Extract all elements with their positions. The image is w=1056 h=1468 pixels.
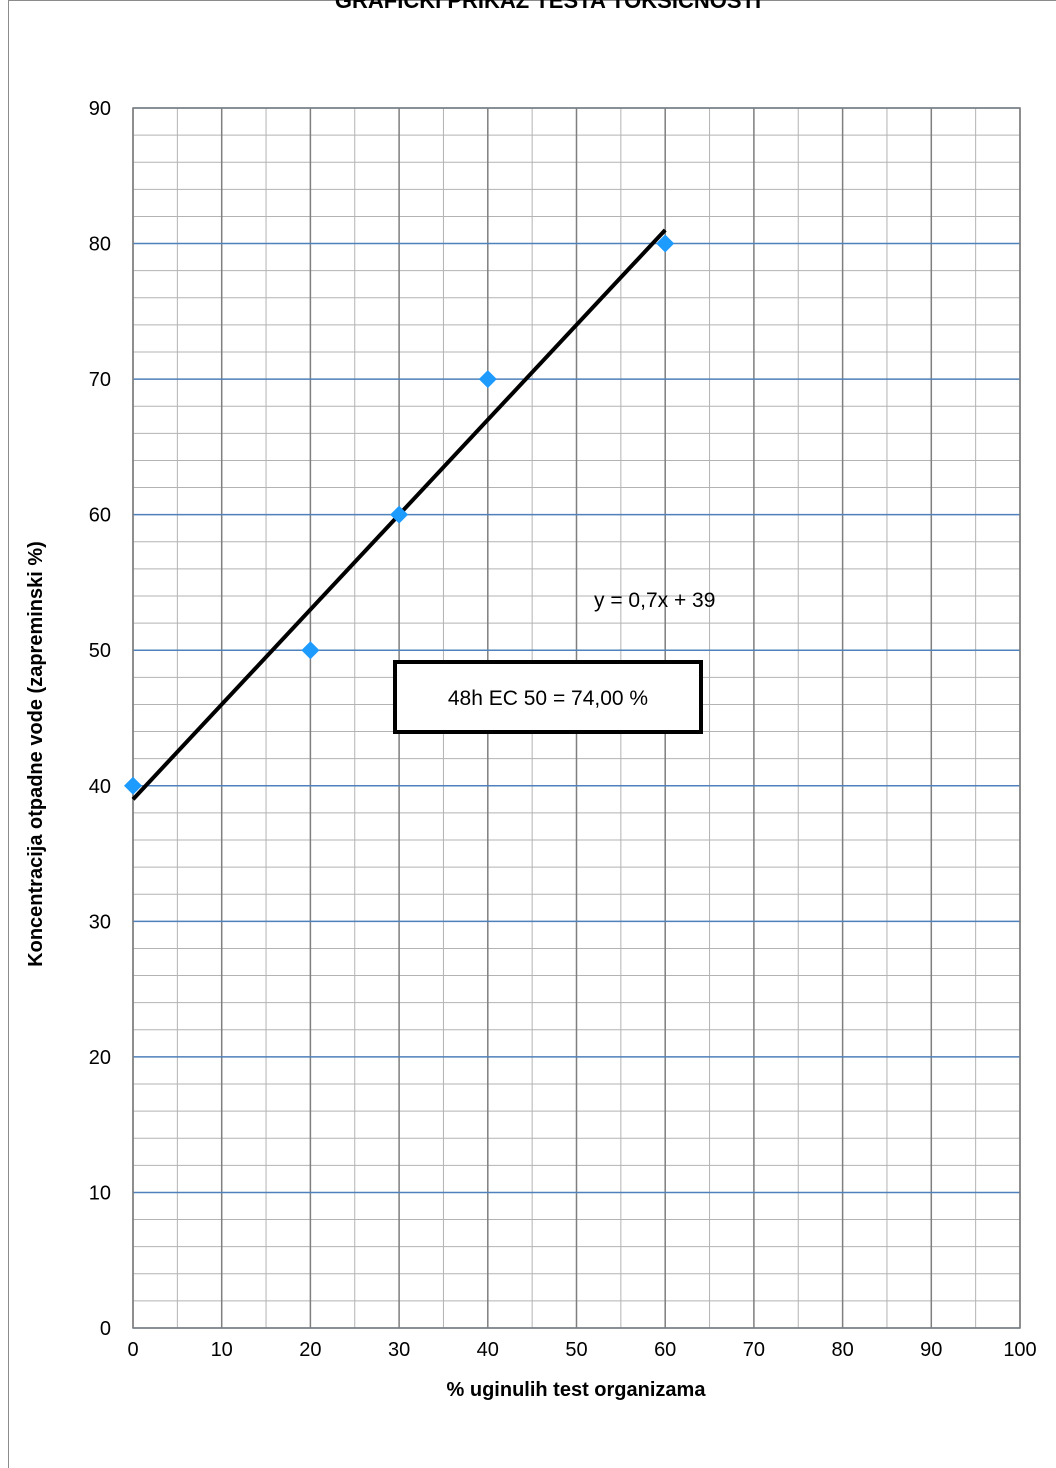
data-point bbox=[390, 505, 409, 524]
chart-frame bbox=[8, 0, 1056, 1468]
x-tick-label: 50 bbox=[565, 1339, 587, 1361]
x-tick-label: 70 bbox=[743, 1339, 765, 1361]
chart-title: GRAFIČKI PRIKAZ TESTA TOKSIČNOSTI bbox=[335, 0, 761, 13]
y-tick-labels: 0 10 20 30 40 50 60 70 80 90 bbox=[89, 98, 111, 1340]
data-point bbox=[656, 234, 675, 253]
data-point bbox=[124, 776, 142, 795]
trendline-equation: y = 0,7x + 39 bbox=[594, 589, 715, 612]
x-tick-label: 0 bbox=[127, 1339, 138, 1361]
ec50-box bbox=[393, 660, 703, 734]
y-tick-label: 30 bbox=[89, 911, 111, 933]
y-tick-label: 90 bbox=[89, 98, 111, 120]
y-tick-label: 40 bbox=[89, 776, 111, 798]
major-grid bbox=[132, 107, 1021, 1329]
y-tick-label: 50 bbox=[89, 640, 111, 662]
y-axis-label: Koncentracija otpadne vode (zapreminski … bbox=[25, 541, 47, 967]
x-tick-labels: 0 10 20 30 40 50 60 70 80 90 100 bbox=[127, 1339, 1036, 1361]
plot-border bbox=[132, 107, 1021, 1329]
y-tick-label: 80 bbox=[89, 234, 111, 256]
x-tick-label: 30 bbox=[388, 1339, 410, 1361]
x-tick-label: 10 bbox=[211, 1339, 233, 1361]
x-tick-label: 40 bbox=[477, 1339, 499, 1361]
y-tick-label: 60 bbox=[89, 505, 111, 527]
y-tick-label: 10 bbox=[89, 1182, 111, 1204]
x-axis-label: % uginulih test organizama bbox=[447, 1379, 707, 1401]
y-tick-label: 0 bbox=[100, 1318, 111, 1340]
x-tick-label: 100 bbox=[1003, 1339, 1036, 1361]
data-points bbox=[124, 234, 675, 795]
x-tick-label: 20 bbox=[299, 1339, 321, 1361]
ec50-label: 48h EC 50 = 74,00 % bbox=[448, 687, 648, 710]
x-tick-label: 80 bbox=[831, 1339, 853, 1361]
x-tick-label: 90 bbox=[920, 1339, 942, 1361]
data-point bbox=[478, 370, 497, 389]
y-tick-label: 20 bbox=[89, 1047, 111, 1069]
y-tick-label: 70 bbox=[89, 369, 111, 391]
data-point bbox=[301, 641, 320, 660]
x-tick-label: 60 bbox=[654, 1339, 676, 1361]
